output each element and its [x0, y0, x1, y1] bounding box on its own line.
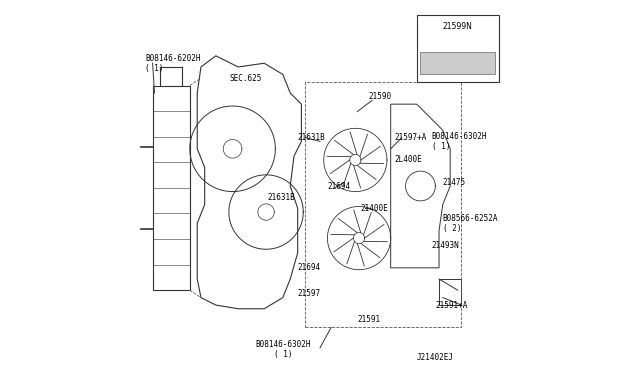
Text: 21599N: 21599N [443, 22, 472, 31]
Bar [439, 279, 461, 305]
Text: 21694: 21694 [328, 182, 351, 190]
Text: J21402EJ: J21402EJ [417, 353, 454, 362]
Text: 21694: 21694 [298, 263, 321, 272]
Text: 21591: 21591 [357, 315, 380, 324]
Text: 21631B: 21631B [268, 193, 296, 202]
Text: B08146-6302H
( 1): B08146-6302H ( 1) [431, 132, 487, 151]
Text: B08566-6252A
( 2): B08566-6252A ( 2) [443, 214, 499, 233]
Text: 21493N: 21493N [431, 241, 460, 250]
Text: 21475: 21475 [443, 178, 466, 187]
Text: SEC.625: SEC.625 [229, 74, 262, 83]
Text: 21400E: 21400E [361, 204, 388, 213]
Text: 21590: 21590 [369, 92, 392, 101]
Text: B08146-6202H
( 1): B08146-6202H ( 1) [145, 54, 201, 73]
Text: 2L400E: 2L400E [394, 155, 422, 164]
Bar [420, 52, 495, 74]
Text: B08146-6302H
( 1): B08146-6302H ( 1) [255, 340, 310, 359]
Text: 21597: 21597 [298, 289, 321, 298]
Text: 21597+A: 21597+A [394, 133, 427, 142]
Text: 21591+A: 21591+A [435, 301, 468, 310]
Text: 21631B: 21631B [298, 133, 325, 142]
Bar [417, 15, 499, 82]
